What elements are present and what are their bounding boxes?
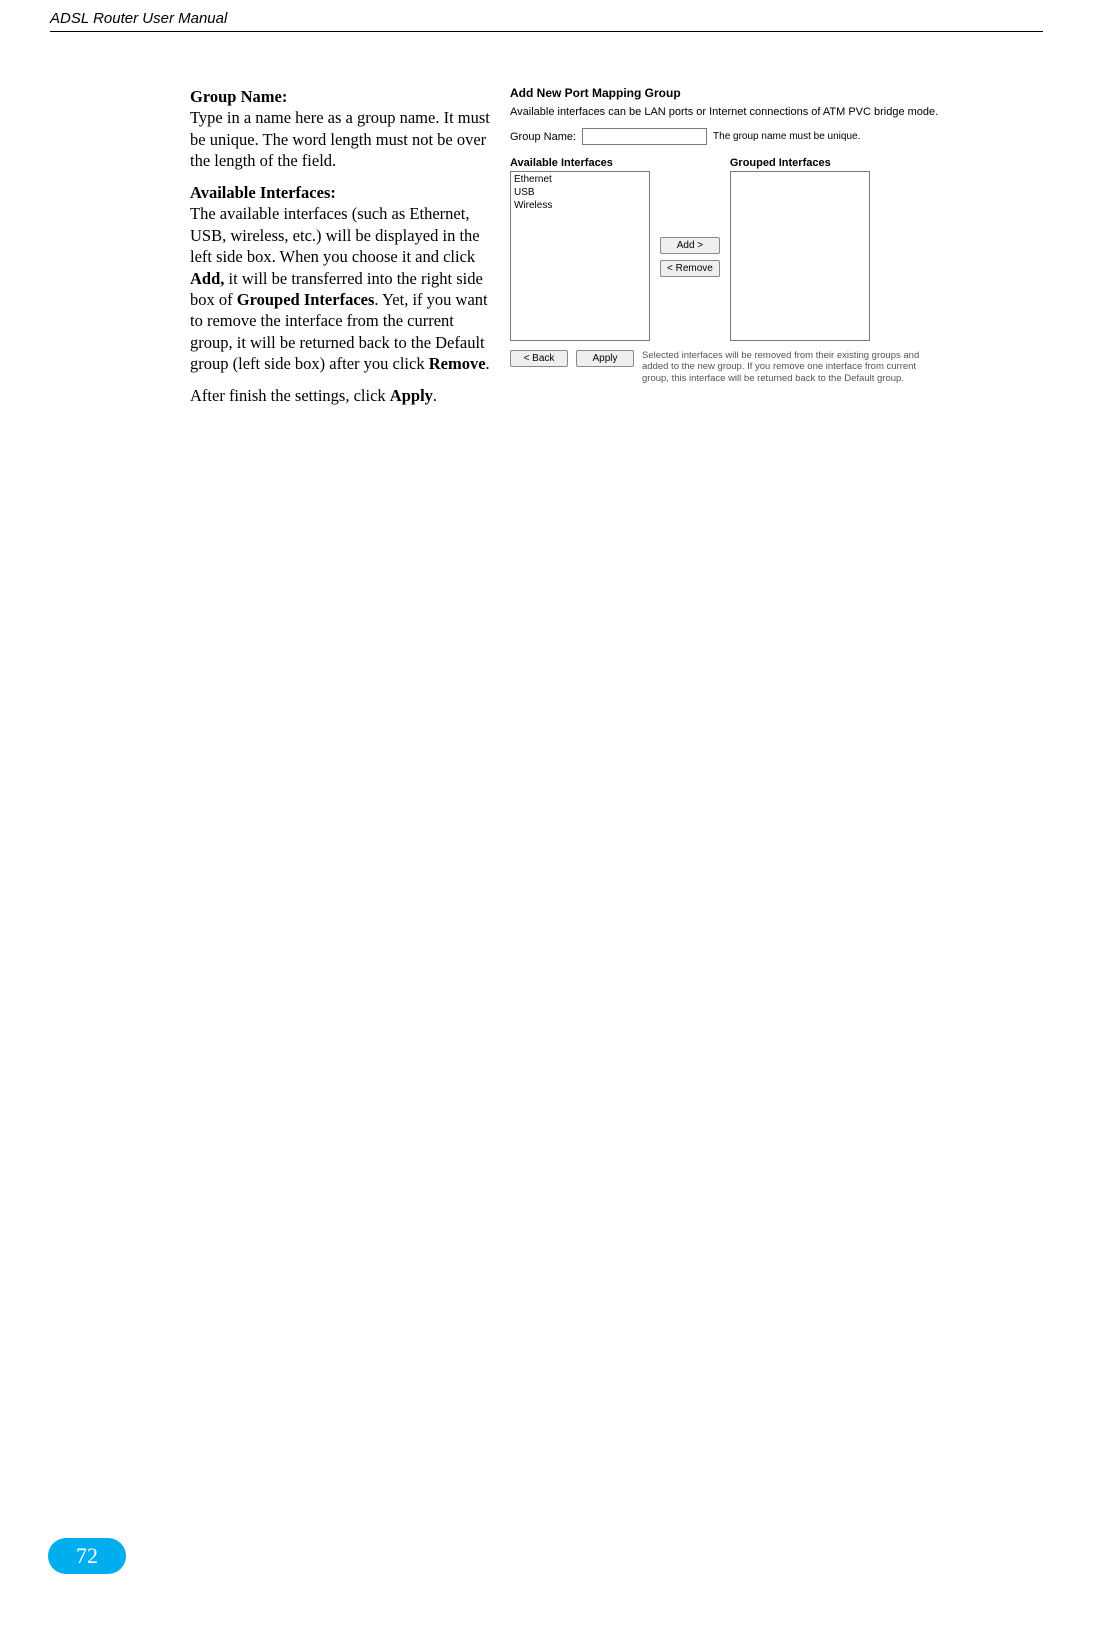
- available-label: Available Interfaces: [510, 157, 650, 169]
- avail-grouped: Grouped Interfaces: [237, 290, 375, 309]
- available-interfaces-paragraph: Available Interfaces: The available inte…: [190, 182, 500, 375]
- list-item[interactable]: Wireless: [512, 199, 648, 212]
- avail-add: Add,: [190, 269, 224, 288]
- available-listbox[interactable]: Ethernet USB Wireless: [510, 171, 650, 341]
- available-col: Available Interfaces Ethernet USB Wirele…: [510, 157, 650, 341]
- after-paragraph: After finish the settings, click Apply.: [190, 385, 500, 406]
- group-name-row: Group Name: The group name must be uniqu…: [510, 128, 1050, 145]
- page-header: ADSL Router User Manual: [50, 10, 1043, 32]
- after-1: After finish the settings, click: [190, 386, 390, 405]
- grouped-label: Grouped Interfaces: [730, 157, 870, 169]
- group-name-body: Type in a name here as a group name. It …: [190, 108, 490, 170]
- group-name-paragraph: Group Name: Type in a name here as a gro…: [190, 86, 500, 172]
- ss-title: Add New Port Mapping Group: [510, 86, 1050, 100]
- bottom-note: Selected interfaces will be removed from…: [642, 350, 922, 384]
- add-button[interactable]: Add >: [660, 237, 720, 254]
- page-number: 72: [76, 1543, 98, 1569]
- after-apply: Apply: [390, 386, 433, 405]
- remove-button[interactable]: < Remove: [660, 260, 720, 277]
- bottom-row: < Back Apply Selected interfaces will be…: [510, 350, 1050, 384]
- avail-body-4: .: [486, 354, 490, 373]
- ss-desc: Available interfaces can be LAN ports or…: [510, 106, 1050, 118]
- grouped-col: Grouped Interfaces: [730, 157, 870, 341]
- apply-button[interactable]: Apply: [576, 350, 634, 367]
- router-ui-screenshot: Add New Port Mapping Group Available int…: [510, 86, 1050, 416]
- page-number-badge: 72: [48, 1538, 126, 1574]
- group-name-field-label: Group Name:: [510, 131, 576, 143]
- group-name-hint: The group name must be unique.: [713, 131, 860, 142]
- transfer-buttons: Add > < Remove: [660, 172, 720, 342]
- content-row: Group Name: Type in a name here as a gro…: [190, 86, 1050, 416]
- list-item[interactable]: Ethernet: [512, 173, 648, 186]
- list-item[interactable]: USB: [512, 186, 648, 199]
- interface-lists-row: Available Interfaces Ethernet USB Wirele…: [510, 157, 1050, 342]
- avail-body-1: The available interfaces (such as Ethern…: [190, 204, 480, 266]
- group-name-input[interactable]: [582, 128, 707, 145]
- available-interfaces-label: Available Interfaces:: [190, 183, 336, 202]
- group-name-label: Group Name:: [190, 87, 287, 106]
- instruction-text-column: Group Name: Type in a name here as a gro…: [190, 86, 500, 416]
- grouped-listbox[interactable]: [730, 171, 870, 341]
- avail-remove: Remove: [429, 354, 486, 373]
- back-button[interactable]: < Back: [510, 350, 568, 367]
- header-title: ADSL Router User Manual: [50, 10, 227, 27]
- after-2: .: [433, 386, 437, 405]
